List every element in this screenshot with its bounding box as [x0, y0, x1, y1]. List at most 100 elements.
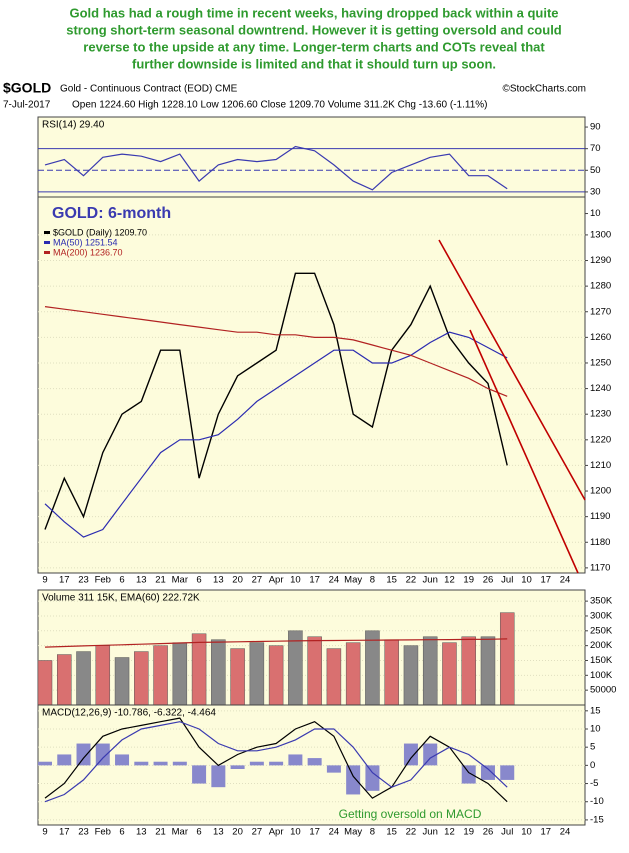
x-tick-label: 23 [78, 575, 89, 586]
trend-line [469, 329, 579, 574]
legend-swatch [44, 251, 50, 254]
histogram-bar [480, 765, 495, 780]
y-tick-label: 1220 [590, 434, 611, 445]
histogram-bar [230, 765, 245, 769]
series-line [44, 145, 508, 191]
panel-title: GOLD: 6-month [52, 205, 171, 222]
volume-bar [172, 642, 188, 706]
x-tick-label: 10 [290, 827, 301, 838]
quote: Open 1224.60 High 1228.10 Low 1206.60 Cl… [72, 100, 487, 111]
y-tick-label: 1240 [590, 383, 611, 394]
histogram-bar [115, 754, 130, 766]
histogram-bar [288, 754, 303, 766]
volume-bar [422, 636, 438, 706]
legend-label: $GOLD (Daily) 1209.70 [53, 227, 147, 237]
volume-bar [249, 642, 265, 706]
y-tick-label: 0 [590, 760, 595, 771]
x-tick-label: 13 [136, 575, 147, 586]
x-tick-label: 8 [370, 575, 375, 586]
x-tick-label: 24 [329, 575, 340, 586]
y-tick-label: 1300 [590, 229, 611, 240]
date: 7-Jul-2017 [3, 100, 51, 111]
histogram-bar [134, 761, 149, 766]
x-tick-label: 27 [252, 575, 263, 586]
x-tick-label: 21 [155, 575, 166, 586]
legend-swatch [44, 241, 50, 244]
volume-bar [191, 633, 207, 706]
volume-bar [307, 636, 322, 706]
x-tick-label: May [344, 575, 362, 586]
panel-label: RSI(14) 29.40 [42, 120, 105, 131]
volume-bar [95, 645, 111, 706]
histogram-bar [249, 761, 264, 766]
y-tick-label: 1180 [590, 537, 610, 548]
source: ©StockCharts.com [502, 84, 586, 95]
x-tick-label: 13 [136, 827, 147, 838]
x-tick-label: Feb [95, 827, 111, 838]
y-tick-label: 90 [590, 122, 601, 133]
x-tick-label: 24 [560, 575, 571, 586]
histogram-bar [38, 761, 52, 766]
histogram-bar [211, 765, 226, 788]
volume-bar [57, 654, 72, 706]
volume-bar [288, 630, 303, 706]
x-tick-label: Feb [95, 575, 111, 586]
x-tick-label: 10 [521, 575, 532, 586]
x-tick-label: Jul [501, 575, 513, 586]
x-tick-label: 17 [309, 827, 320, 838]
x-tick-label: 17 [540, 827, 551, 838]
y-tick-label: 1210 [590, 460, 611, 471]
x-tick-label: Jul [501, 827, 513, 838]
x-tick-label: 12 [444, 575, 455, 586]
panel-label: MACD(12,26,9) -10.786, -6.322, -4.464 [42, 708, 216, 719]
y-tick-label: 1250 [590, 357, 611, 368]
x-tick-label: 13 [213, 575, 224, 586]
y-tick-label: 150K [590, 655, 613, 666]
x-tick-label: 6 [196, 575, 201, 586]
volume-bar [480, 636, 496, 706]
histogram-bar [57, 754, 72, 766]
x-tick-label: 19 [463, 827, 474, 838]
x-tick-label: 19 [463, 575, 474, 586]
y-tick-label: 5 [590, 742, 595, 753]
y-tick-label: 200K [590, 640, 613, 651]
series-line [44, 331, 508, 538]
x-tick-label: 6 [119, 575, 124, 586]
y-tick-label: 10 [590, 724, 601, 735]
x-tick-label: 8 [370, 827, 375, 838]
volume-bar [134, 651, 149, 706]
y-tick-label: 250K [590, 625, 613, 636]
histogram-bar [153, 761, 168, 766]
volume-bar [403, 645, 419, 706]
series-line [44, 721, 508, 803]
volume-bar [442, 642, 457, 706]
x-tick-label: 17 [309, 575, 320, 586]
x-tick-label: 17 [59, 827, 70, 838]
x-tick-label: Apr [269, 575, 284, 586]
histogram-bar [423, 743, 438, 766]
x-tick-label: 24 [329, 827, 340, 838]
y-tick-label: -15 [590, 814, 604, 825]
series-line [44, 306, 508, 397]
volume-bar [230, 648, 245, 706]
x-tick-label: May [344, 827, 362, 838]
histogram-bar [365, 765, 380, 791]
x-tick-label: 22 [406, 827, 417, 838]
panel-label: Volume 311 15K, EMA(60) 222.72K [42, 593, 200, 604]
y-tick-label: 1200 [590, 486, 611, 497]
legend-label: MA(200) 1236.70 [53, 247, 123, 257]
x-tick-label: 20 [232, 575, 243, 586]
x-tick-label: 26 [483, 827, 494, 838]
x-tick-label: 15 [386, 827, 397, 838]
x-tick-label: 26 [483, 575, 494, 586]
headline: Gold has had a rough time in recent week… [69, 5, 558, 20]
x-tick-label: 10 [290, 575, 301, 586]
y-tick-label: 1260 [590, 332, 611, 343]
volume-bar [37, 660, 53, 706]
x-tick-label: 15 [386, 575, 397, 586]
x-tick-label: 24 [560, 827, 571, 838]
x-tick-label: 6 [196, 827, 201, 838]
histogram-bar [500, 765, 515, 780]
x-tick-label: 20 [232, 827, 243, 838]
y-tick-label: 350K [590, 596, 613, 607]
